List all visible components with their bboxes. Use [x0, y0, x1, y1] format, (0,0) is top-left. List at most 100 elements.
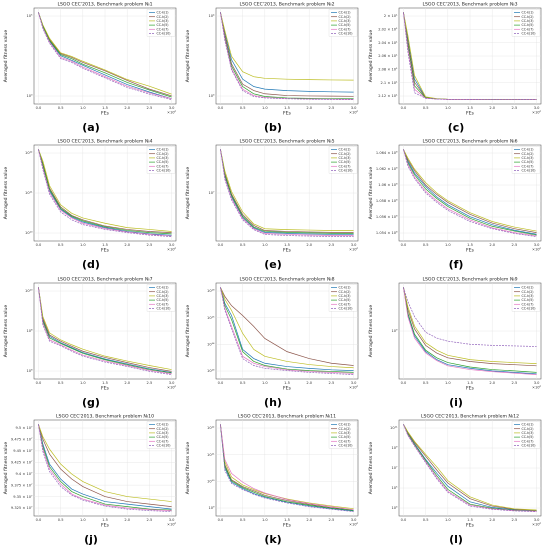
x-tick-label: 0.0: [218, 381, 224, 385]
series-line: [220, 12, 354, 93]
chart-panel: LSGO CEC'2013, Benchmark problem №8 0.0 0.…: [182, 275, 364, 412]
x-tick-label: 0.0: [36, 243, 42, 247]
x-multiplier: ×10⁶: [167, 248, 177, 252]
x-tick-label: 1.0: [445, 243, 451, 247]
x-tick-label: 2.5: [147, 518, 153, 522]
x-tick-label: 2.0: [306, 381, 312, 385]
y-tick-label: 1.054 × 10⁶: [376, 231, 398, 235]
x-multiplier: ×10⁶: [532, 111, 542, 115]
y-tick-label: 1.058 × 10⁶: [376, 199, 398, 203]
y-tick-label: 2 × 10¹: [384, 14, 398, 18]
series-line: [38, 424, 172, 511]
panel-caption: (c): [447, 121, 465, 134]
legend-entry: CC-k(10): [522, 307, 536, 311]
x-multiplier: ×10⁶: [167, 111, 177, 115]
chart-svg: LSGO CEC'2013, Benchmark problem №1 0.0 0.…: [3, 2, 177, 117]
x-axis-label: FEs: [283, 523, 292, 529]
legend-entry: CC-k(2): [339, 290, 351, 294]
legend-entry: CC-k(7): [157, 439, 169, 443]
chart-svg: LSGO CEC'2013, Benchmark problem №2 0.0 0.…: [185, 2, 359, 117]
y-tick-label: 10⁹: [208, 506, 215, 510]
x-tick-label: 3.0: [169, 381, 175, 385]
y-tick-label: 2.08 × 10¹: [378, 68, 398, 72]
legend: [146, 9, 176, 37]
x-tick-label: 1.0: [445, 381, 451, 385]
chart-panel: LSGO CEC'2013, Benchmark problem №2 0.0 0.…: [182, 0, 364, 137]
legend-entry: CC-k(10): [157, 169, 171, 173]
x-tick-label: 1.5: [467, 518, 473, 522]
chart-panel: LSGO CEC'2013, Benchmark problem №4 0.0 0.…: [0, 137, 182, 274]
legend-entry: CC-k(5): [339, 160, 351, 164]
y-axis-label: Averaged fitness value: [185, 442, 191, 495]
series-line: [403, 287, 537, 347]
y-tick-label: 9.35 × 10⁷: [13, 495, 33, 499]
legend-entry: CC-k(2): [157, 427, 169, 431]
legend-entry: CC-k(7): [157, 302, 169, 306]
y-tick-label: 9.375 × 10⁷: [11, 483, 33, 487]
legend-entry: CC-k(10): [157, 307, 171, 311]
x-tick-label: 1.5: [102, 381, 108, 385]
legend-entry: CC-k(2): [522, 427, 534, 431]
x-tick-label: 0.5: [58, 518, 64, 522]
series-line: [220, 149, 354, 231]
series-line: [38, 287, 172, 375]
x-tick-label: 0.0: [36, 381, 42, 385]
series-line: [220, 149, 354, 233]
x-tick-label: 2.5: [512, 518, 518, 522]
legend-entry: CC-k(3): [157, 431, 169, 435]
legend: [511, 9, 541, 37]
series-line: [220, 287, 354, 366]
y-tick-label: 10¹⁵: [207, 316, 215, 320]
panel-caption: (g): [82, 396, 100, 409]
series-line: [38, 149, 172, 236]
x-multiplier: ×10⁶: [532, 248, 542, 252]
chart-svg: LSGO CEC'2013, Benchmark problem №10 0.0 0…: [3, 414, 177, 529]
legend-entry: CC-k(1): [522, 11, 534, 15]
y-tick-label: 2.04 × 10¹: [378, 41, 398, 45]
y-tick-label: 2.12 × 10¹: [378, 94, 398, 98]
series-line: [220, 424, 354, 511]
x-tick-label: 3.0: [169, 106, 175, 110]
y-tick-label: 10⁷: [208, 191, 215, 195]
x-tick-label: 2.5: [512, 381, 518, 385]
x-tick-label: 0.0: [401, 243, 407, 247]
y-tick-label: 1.064 × 10⁶: [376, 151, 398, 155]
legend: [146, 146, 176, 174]
x-tick-label: 1.5: [284, 518, 290, 522]
series-line: [38, 287, 172, 372]
y-axis-label: Averaged fitness value: [3, 442, 9, 495]
x-axis-label: FEs: [101, 523, 110, 529]
series-line: [220, 287, 354, 369]
chart-panel: LSGO CEC'2013, Benchmark problem №10 0.0 0…: [0, 412, 182, 549]
x-tick-label: 0.5: [423, 243, 429, 247]
x-tick-label: 3.0: [534, 243, 540, 247]
x-tick-label: 1.0: [80, 518, 86, 522]
legend: [511, 146, 541, 174]
legend-entry: CC-k(10): [522, 444, 536, 448]
legend-entry: CC-k(2): [522, 290, 534, 294]
series-line: [220, 12, 354, 100]
legend-entry: CC-k(2): [157, 15, 169, 19]
chart-panel: LSGO CEC'2013, Benchmark problem №7 0.0 0.…: [0, 275, 182, 412]
series-line: [220, 12, 354, 100]
series-line: [403, 424, 537, 512]
y-tick-label: 10¹¹: [390, 426, 398, 430]
series-line: [403, 424, 537, 512]
series-line: [403, 12, 537, 100]
x-tick-label: 0.5: [240, 518, 246, 522]
series-line: [220, 424, 354, 512]
series-line: [403, 424, 537, 512]
series-line: [220, 12, 354, 97]
series-line: [220, 287, 354, 374]
legend: [328, 421, 358, 449]
series-line: [403, 149, 537, 235]
chart-svg: LSGO CEC'2013, Benchmark problem №12 0.0 0…: [368, 414, 542, 529]
y-tick-label: 10¹²: [25, 151, 33, 155]
legend-entry: CC-k(10): [339, 169, 353, 173]
series-line: [38, 287, 172, 373]
legend: [146, 421, 176, 449]
x-tick-label: 0.0: [218, 106, 224, 110]
panel-caption: (l): [449, 533, 463, 546]
y-tick-label: 2.06 × 10¹: [378, 54, 398, 58]
y-axis-label: Averaged fitness value: [185, 30, 191, 83]
